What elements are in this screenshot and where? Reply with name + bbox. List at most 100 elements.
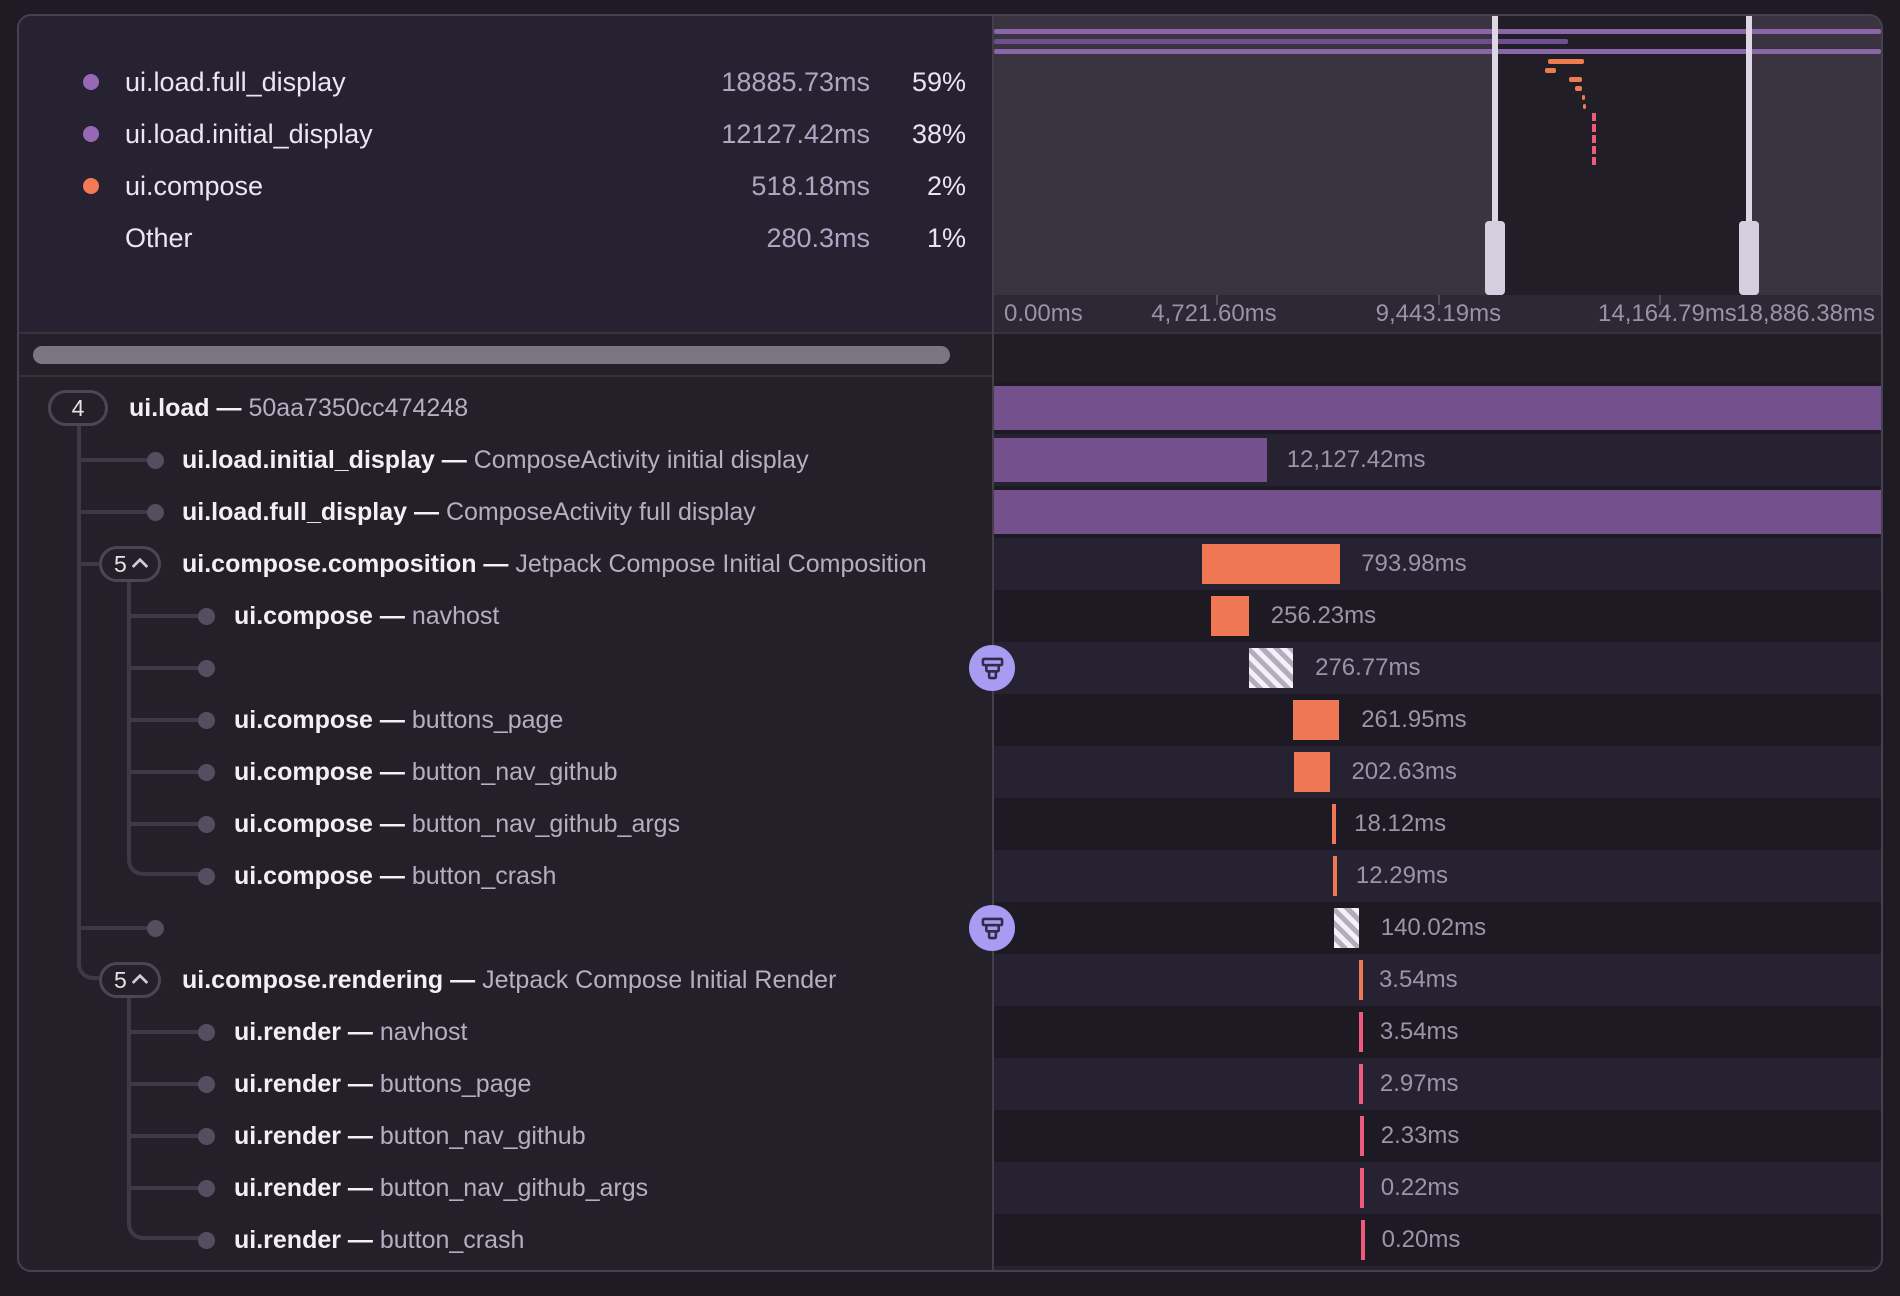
- flamechart-icon: [981, 657, 1003, 679]
- span-bar-cell[interactable]: 276.77ms: [994, 642, 1881, 694]
- legend-item[interactable]: ui.compose 518.18ms 2%: [19, 160, 992, 212]
- span-row[interactable]: ui.compose — navhost 256.23ms: [19, 590, 1881, 642]
- span-row-label-cell[interactable]: ui.compose — button_nav_github: [19, 746, 992, 798]
- span-bar-cell[interactable]: 12,127.42ms: [994, 434, 1881, 486]
- span-duration-bar[interactable]: [1202, 544, 1340, 584]
- span-title: ui.render — buttons_page: [234, 1058, 531, 1110]
- span-bar-cell[interactable]: 3.54ms: [994, 954, 1881, 1006]
- minimap-compose-span: [1544, 68, 1557, 73]
- span-duration-bar[interactable]: [994, 490, 1881, 534]
- span-duration-bar[interactable]: [1211, 596, 1250, 636]
- span-children-badge[interactable]: 5: [99, 546, 161, 582]
- span-op: ui.compose —: [234, 602, 412, 630]
- profile-span-bar[interactable]: [1248, 648, 1293, 688]
- span-row[interactable]: ui.render — navhost 3.54ms: [19, 1006, 1881, 1058]
- span-children-badge[interactable]: 5: [99, 962, 161, 998]
- span-bar-cell[interactable]: 0.20ms: [994, 1214, 1881, 1266]
- span-row[interactable]: ui.compose — button_nav_github_args 18.12…: [19, 798, 1881, 850]
- span-op: ui.compose —: [234, 810, 412, 838]
- span-duration-label: 0.20ms: [1381, 1226, 1461, 1253]
- span-bar-cell[interactable]: 256.23ms: [994, 590, 1881, 642]
- span-row[interactable]: ui.load.full_display — ComposeActivity f…: [19, 486, 1881, 538]
- bottom-filler-right: [994, 1266, 1881, 1270]
- span-row[interactable]: 5 ui.compose.rendering — Jetpack Compose …: [19, 954, 1881, 1006]
- span-row[interactable]: 140.02ms: [19, 902, 1881, 954]
- span-row[interactable]: 276.77ms: [19, 642, 1881, 694]
- span-duration-bar[interactable]: [1331, 804, 1336, 844]
- span-duration-bar[interactable]: [1293, 752, 1331, 792]
- span-row-label-cell[interactable]: 4 ui.load — 50aa7350cc474248: [19, 382, 992, 434]
- time-axis: 0.00ms 4,721.60ms 9,443.19ms 14,164.79ms 18,…: [994, 295, 1881, 334]
- span-row[interactable]: ui.render — button_nav_github_args 0.22ms: [19, 1162, 1881, 1214]
- span-bar-cell[interactable]: 793.98ms: [994, 538, 1881, 590]
- span-duration-bar[interactable]: [1360, 1116, 1365, 1156]
- span-row-label-cell[interactable]: ui.compose — navhost: [19, 590, 992, 642]
- legend-item[interactable]: ui.load.full_display 18885.73ms 59%: [19, 56, 992, 108]
- span-row-label-cell[interactable]: ui.render — navhost: [19, 1006, 992, 1058]
- span-row[interactable]: ui.render — button_nav_github 2.33ms: [19, 1110, 1881, 1162]
- trace-minimap[interactable]: [994, 16, 1881, 295]
- span-row[interactable]: 4 ui.load — 50aa7350cc474248: [19, 382, 1881, 434]
- span-duration-bar[interactable]: [1332, 856, 1337, 896]
- span-row-label-cell[interactable]: 5 ui.compose.rendering — Jetpack Compose …: [19, 954, 992, 1006]
- span-bar-cell[interactable]: 140.02ms: [994, 902, 1881, 954]
- span-row[interactable]: ui.compose — buttons_page 261.95ms: [19, 694, 1881, 746]
- span-duration-bar[interactable]: [1292, 700, 1340, 740]
- span-bar-cell[interactable]: 12.29ms: [994, 850, 1881, 902]
- span-duration-bar[interactable]: [994, 386, 1881, 430]
- span-duration-bar[interactable]: [1358, 960, 1363, 1000]
- span-duration-bar[interactable]: [1361, 1220, 1366, 1260]
- minimap-selection-window[interactable]: [1495, 16, 1749, 295]
- span-row-label-cell[interactable]: ui.load.initial_display — ComposeActivit…: [19, 434, 992, 486]
- span-children-badge[interactable]: 4: [48, 390, 108, 426]
- span-duration-bar[interactable]: [1359, 1064, 1364, 1104]
- span-bar-cell[interactable]: 3.54ms: [994, 1006, 1881, 1058]
- scrollbar-thumb[interactable]: [33, 346, 950, 364]
- span-row[interactable]: ui.load.initial_display — ComposeActivit…: [19, 434, 1881, 486]
- span-duration-bar[interactable]: [1360, 1168, 1365, 1208]
- span-row-label-cell[interactable]: ui.compose — buttons_page: [19, 694, 992, 746]
- span-row-label-cell[interactable]: 5 ui.compose.composition — Jetpack Compos…: [19, 538, 992, 590]
- span-row-label-cell[interactable]: [19, 642, 1015, 694]
- span-bar-cell[interactable]: [994, 486, 1881, 538]
- span-bar-cell[interactable]: [994, 382, 1881, 434]
- span-duration-bar[interactable]: [1359, 1012, 1364, 1052]
- span-row-label-cell[interactable]: ui.load.full_display — ComposeActivity f…: [19, 486, 992, 538]
- span-row-label-cell[interactable]: ui.render — button_crash: [19, 1214, 992, 1266]
- span-description: buttons_page: [379, 1070, 532, 1098]
- span-row-label-cell[interactable]: [19, 902, 1015, 954]
- span-row[interactable]: ui.render — buttons_page 2.97ms: [19, 1058, 1881, 1110]
- left-scrubber-handle[interactable]: [1485, 221, 1506, 295]
- span-bar-cell[interactable]: 2.97ms: [994, 1058, 1881, 1110]
- span-row-label-cell[interactable]: ui.render — button_nav_github: [19, 1110, 992, 1162]
- span-row-label-cell[interactable]: ui.compose — button_crash: [19, 850, 992, 902]
- legend-item[interactable]: Other 280.3ms 1%: [19, 212, 992, 264]
- left-scrubber-line[interactable]: [1492, 16, 1499, 295]
- legend-item[interactable]: ui.load.initial_display 12127.42ms 38%: [19, 108, 992, 160]
- span-title: ui.compose — button_nav_github: [234, 746, 618, 798]
- span-bar-cell[interactable]: 0.22ms: [994, 1162, 1881, 1214]
- axis-tick-label: 9,443.19ms: [1375, 299, 1502, 327]
- profile-icon[interactable]: [969, 905, 1015, 951]
- span-row[interactable]: 5 ui.compose.composition — Jetpack Compos…: [19, 538, 1881, 590]
- span-bar-cell[interactable]: 18.12ms: [994, 798, 1881, 850]
- span-row[interactable]: ui.compose — button_nav_github 202.63ms: [19, 746, 1881, 798]
- span-description: button_crash: [379, 1226, 525, 1254]
- span-bar-cell[interactable]: 261.95ms: [994, 694, 1881, 746]
- span-row-label-cell[interactable]: ui.render — buttons_page: [19, 1058, 992, 1110]
- minimap-compose-span: [1582, 104, 1586, 109]
- span-bar-cell[interactable]: 202.63ms: [994, 746, 1881, 798]
- right-scrubber-handle[interactable]: [1738, 221, 1759, 295]
- span-row[interactable]: ui.render — button_crash 0.20ms: [19, 1214, 1881, 1266]
- span-row-label-cell[interactable]: ui.render — button_nav_github_args: [19, 1162, 992, 1214]
- profile-span-bar[interactable]: [1333, 908, 1360, 948]
- span-row-label-cell[interactable]: ui.compose — button_nav_github_args: [19, 798, 992, 850]
- span-duration-bar[interactable]: [994, 438, 1268, 482]
- span-duration-label: 12.29ms: [1355, 862, 1448, 889]
- profile-icon[interactable]: [969, 645, 1015, 691]
- span-row[interactable]: ui.compose — button_crash 12.29ms: [19, 850, 1881, 902]
- right-scrubber-line[interactable]: [1745, 16, 1752, 295]
- panel-divider[interactable]: [992, 16, 994, 1270]
- span-op: ui.render —: [234, 1018, 380, 1046]
- span-bar-cell[interactable]: 2.33ms: [994, 1110, 1881, 1162]
